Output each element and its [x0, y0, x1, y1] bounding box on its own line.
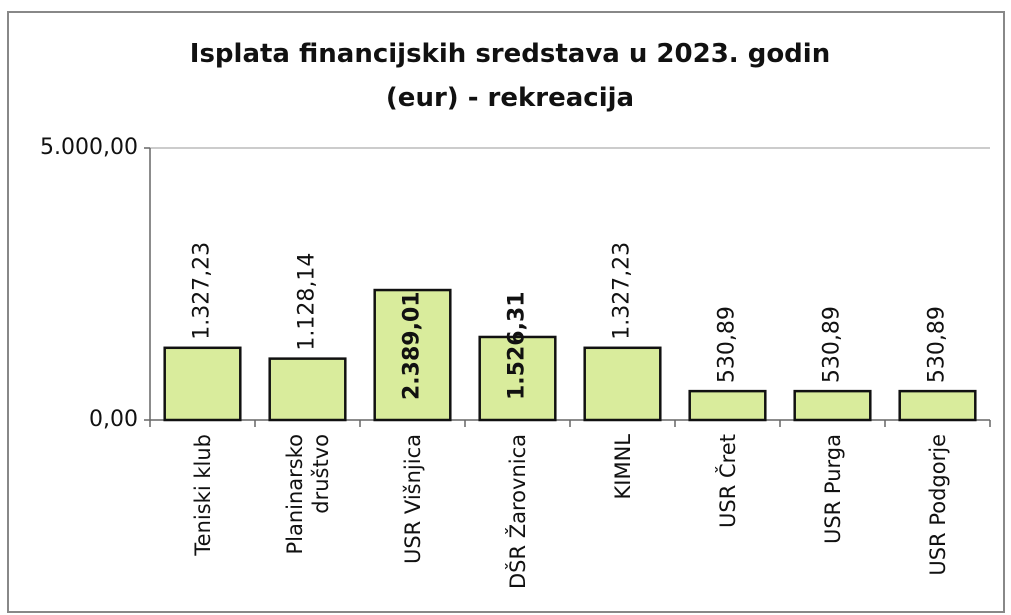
- value-label: 1.327,23: [610, 242, 635, 340]
- bar: [583, 346, 662, 422]
- bar: [898, 389, 977, 422]
- y-tick-label: 0,00: [89, 407, 138, 432]
- bar: [688, 389, 767, 422]
- value-label: 1.327,23: [190, 242, 215, 340]
- value-label: 530,89: [925, 306, 950, 383]
- x-tick-label: Planinarsko društvo: [282, 434, 333, 555]
- value-label: 1.128,14: [295, 253, 320, 351]
- bar: [373, 288, 452, 422]
- x-tick-label: USR Višnjica: [400, 434, 425, 565]
- value-label: 530,89: [820, 306, 845, 383]
- value-label: 530,89: [715, 306, 740, 383]
- chart-title: Isplata financijskih sredstava u 2023. g…: [189, 39, 831, 113]
- chart-border: [7, 11, 1005, 613]
- value-label: 1.526,31: [505, 291, 530, 400]
- y-tick-label: 5.000,00: [40, 135, 138, 160]
- bar: [268, 357, 347, 422]
- bar: [163, 346, 242, 422]
- x-tick-label: USR Podgorje: [925, 434, 950, 576]
- x-tick-label: DŠR Žarovnica: [505, 434, 530, 590]
- bar: [793, 389, 872, 422]
- x-tick-label: USR Purga: [820, 434, 845, 545]
- x-tick-label: Teniski klub: [190, 434, 215, 556]
- x-tick-label: KIMNL: [610, 434, 635, 500]
- bar: [478, 335, 557, 422]
- value-label: 2.389,01: [400, 291, 425, 400]
- x-tick-label: USR Čret: [715, 434, 740, 528]
